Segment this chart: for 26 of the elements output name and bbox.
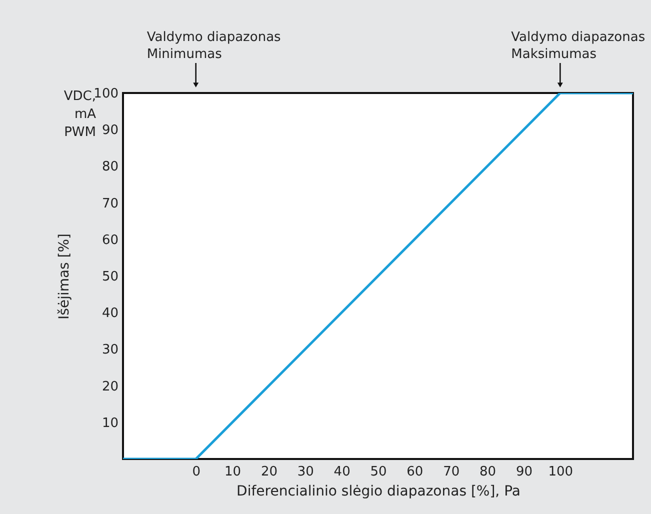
x-axis-title: Diferencialinio slėgio diapazonas [%], Pa <box>236 484 520 500</box>
text: Valdymo diapazonas Minimumas <box>146 30 282 62</box>
x-tick-label: 30 <box>297 464 314 480</box>
x-tick-label: 70 <box>443 464 460 480</box>
y-tick-label: 50 <box>102 270 118 284</box>
x-tick-label: 0 <box>192 464 200 480</box>
y-tick-label: 30 <box>102 342 118 358</box>
text: VDC, mA PWM <box>64 89 96 140</box>
y-tick-label: 40 <box>102 306 118 322</box>
x-tick-label: 80 <box>480 464 496 480</box>
x-tick-label: 60 <box>406 464 424 480</box>
y-tick-label: 10 <box>102 416 118 431</box>
y-tick-label: 90 <box>102 123 118 138</box>
y-tick-label: 70 <box>102 196 118 212</box>
text: Valdymo diapazonas Maksimumas <box>511 30 646 62</box>
y-tick-label: 80 <box>102 160 118 175</box>
x-tick-label: 50 <box>370 464 387 480</box>
y-tick-label: 20 <box>102 379 118 394</box>
y-tick-label: 60 <box>102 232 118 248</box>
x-tick-label: 40 <box>334 464 350 480</box>
y-axis-title: Išėjimas [%] <box>56 233 73 320</box>
y-tick-label: 100 <box>94 86 118 102</box>
x-tick-label: 100 <box>548 464 574 480</box>
x-tick-label: 90 <box>516 464 532 480</box>
x-tick-label: 10 <box>224 464 242 480</box>
x-tick-label: 20 <box>260 464 278 480</box>
